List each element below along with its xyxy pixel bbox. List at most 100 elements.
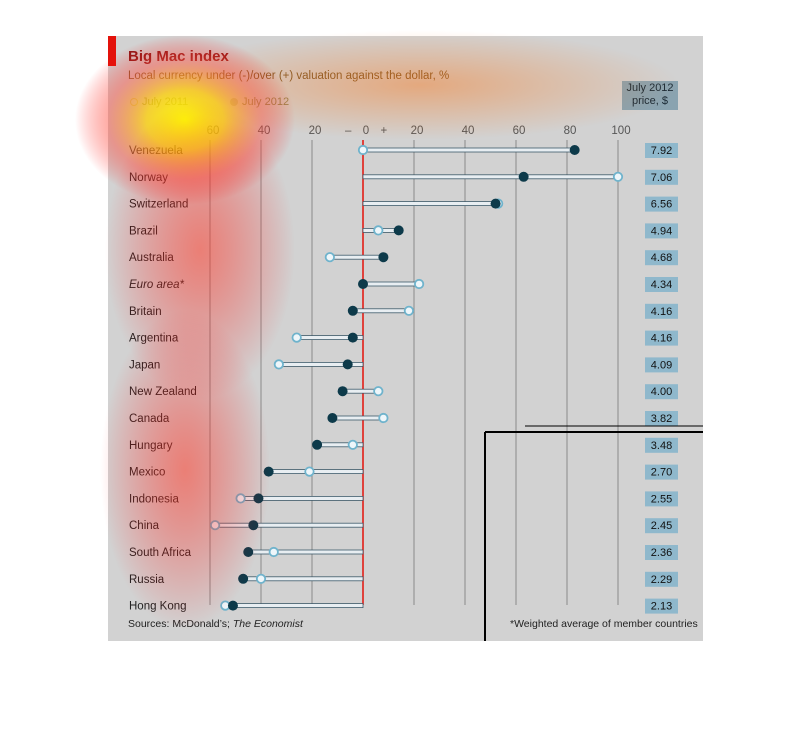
country-label: Venezuela [129, 145, 183, 157]
x-tick-label: 60 [513, 125, 526, 137]
price-value: 4.16 [651, 333, 672, 345]
country-label: Norway [129, 172, 168, 184]
country-label: Australia [129, 252, 174, 264]
x-tick-label: 40 [258, 125, 271, 137]
price-box [645, 223, 678, 239]
x-tick-label: 80 [564, 125, 577, 137]
price-value: 2.70 [651, 467, 672, 479]
x-tick-label: – [345, 125, 352, 137]
dot-2012 [227, 600, 238, 611]
price-box [645, 437, 678, 453]
dot-2012 [263, 466, 274, 477]
country-label: Canada [129, 413, 170, 425]
dot-2011 [357, 144, 369, 156]
range-bar [214, 522, 364, 528]
dot-2012 [393, 225, 404, 236]
range-bar [224, 603, 364, 608]
price-value: 4.16 [651, 306, 672, 318]
price-box [645, 491, 678, 507]
dot-2011 [373, 386, 384, 397]
price-value: 2.45 [651, 520, 672, 532]
dot-2011 [413, 278, 425, 290]
dot-2011 [235, 493, 246, 504]
price-value: 3.48 [651, 440, 672, 452]
dot-2011 [291, 332, 302, 343]
country-label: Russia [129, 574, 165, 586]
dot-2012 [337, 386, 348, 397]
range-bar [362, 174, 619, 180]
dot-2012 [243, 547, 254, 557]
dot-2011 [210, 520, 221, 531]
dot-2012 [347, 305, 358, 316]
price-value: 4.00 [651, 386, 672, 398]
dot-2011 [612, 171, 624, 182]
dot-2012 [248, 520, 259, 531]
x-tick-label: 100 [611, 125, 630, 137]
price-box [645, 196, 678, 212]
dot-2012 [518, 171, 529, 182]
range-bar [362, 201, 499, 207]
price-value: 4.34 [651, 279, 672, 291]
source-label: Sources: McDonald’s; [128, 618, 230, 630]
range-bar [268, 469, 364, 475]
dot-2012 [327, 413, 338, 423]
range-bar [331, 415, 384, 421]
price-value: 3.82 [651, 413, 672, 425]
range-bar [247, 549, 364, 555]
country-label: Euro area* [129, 279, 185, 291]
country-label: China [129, 520, 160, 532]
price-value: 4.09 [651, 359, 672, 371]
country-label: Hungary [129, 440, 173, 452]
dot-2012 [347, 332, 358, 343]
source-note: Sources: McDonald’s; The Economist [128, 618, 303, 630]
dot-2012 [490, 198, 501, 209]
country-label: Brazil [129, 225, 158, 237]
country-label: South Africa [129, 547, 192, 559]
country-label: Indonesia [129, 493, 179, 505]
price-box [645, 303, 678, 319]
price-box [645, 143, 678, 158]
x-tick-label: 20 [309, 125, 322, 137]
x-tick-label: 0 [363, 125, 369, 137]
country-label: Mexico [129, 467, 165, 479]
price-box [645, 598, 678, 614]
price-box [645, 464, 678, 480]
x-tick-label: 40 [462, 125, 475, 137]
dot-2011 [324, 252, 335, 263]
dot-2012 [253, 493, 264, 504]
price-box [645, 571, 678, 587]
price-value: 2.36 [651, 547, 672, 559]
dot-2011 [403, 305, 414, 316]
price-value: 7.92 [651, 145, 672, 157]
country-label: Japan [129, 359, 160, 371]
country-label: Britain [129, 306, 162, 318]
dot-2011 [304, 466, 315, 477]
dot-2011 [347, 439, 358, 450]
range-bar [329, 254, 384, 260]
dot-2011 [378, 412, 389, 424]
range-bar [362, 147, 576, 153]
price-box [645, 411, 678, 426]
dot-2012 [378, 252, 389, 263]
price-box [645, 277, 678, 292]
price-box [645, 545, 678, 560]
dot-2011 [373, 225, 384, 236]
footnote: *Weighted average of member countries [510, 618, 698, 630]
price-box [645, 169, 678, 185]
dot-2012 [342, 359, 353, 370]
price-value: 2.29 [651, 574, 672, 586]
range-bar [362, 281, 420, 287]
dot-2012 [312, 439, 323, 450]
source-publication: The Economist [232, 618, 303, 630]
country-label: Hong Kong [129, 601, 187, 613]
x-tick-label: 60 [207, 125, 220, 137]
dot-2012 [569, 145, 580, 155]
price-value: 4.68 [651, 252, 672, 264]
price-box [645, 518, 678, 534]
dot-2012 [358, 279, 368, 289]
dot-2011 [268, 546, 279, 558]
x-tick-label: + [380, 125, 387, 137]
price-value: 7.06 [651, 172, 672, 184]
price-box [645, 330, 678, 346]
price-value: 6.56 [651, 199, 672, 211]
